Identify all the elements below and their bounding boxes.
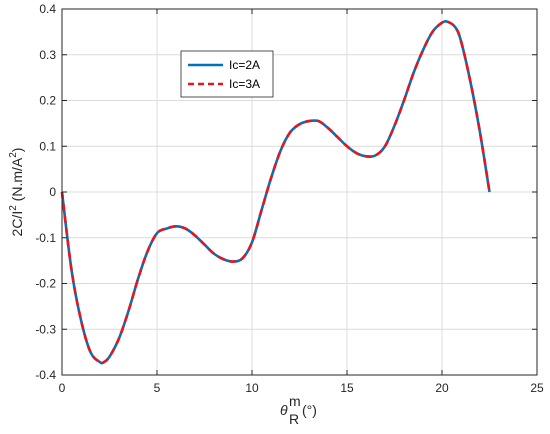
series-line-2 xyxy=(60,20,491,365)
y-tick-label: 0.3 xyxy=(39,48,56,62)
legend: Ic=2A Ic=3A xyxy=(180,50,274,98)
y-axis-title-unit-open: (N.m/A xyxy=(9,157,25,205)
y-tick-label: 0.2 xyxy=(39,94,56,108)
series-layer xyxy=(60,20,491,365)
y-tick-label: -0.3 xyxy=(35,322,56,336)
y-tick-label: -0.2 xyxy=(35,277,56,291)
x-axis-title-sup: m xyxy=(289,393,301,409)
y-tick-label: 0 xyxy=(49,185,56,199)
y-tick-labels: -0.4 -0.3 -0.2 -0.1 0 0.1 0.2 0.3 0.4 xyxy=(35,2,56,382)
x-tick-label: 0 xyxy=(59,381,66,395)
y-tick-label: -0.4 xyxy=(35,368,56,382)
legend-label-series-2: Ic=3A xyxy=(229,77,260,91)
y-tick-label: 0.1 xyxy=(39,139,56,153)
x-tick-label: 20 xyxy=(435,381,449,395)
axis-ticks xyxy=(61,8,538,376)
x-tick-label: 5 xyxy=(154,381,161,395)
x-axis-title: θ xyxy=(280,402,288,418)
legend-label-series-1: Ic=2A xyxy=(229,58,260,72)
y-axis-title-main: 2C/I xyxy=(9,211,25,237)
legend-box xyxy=(180,50,274,98)
y-tick-label: -0.1 xyxy=(35,231,56,245)
x-tick-label: 15 xyxy=(340,381,354,395)
x-tick-labels: 0 5 10 15 20 25 xyxy=(59,381,544,395)
x-tick-label: 25 xyxy=(530,381,544,395)
y-tick-label: 0.4 xyxy=(39,2,56,16)
y-axis-title-sup: 2 xyxy=(8,205,19,211)
x-axis-title-symbol: θ xyxy=(280,402,288,418)
y-axis-title-unit-close: ) xyxy=(9,148,25,153)
x-tick-label: 10 xyxy=(245,381,259,395)
x-axis-title-unit: (°) xyxy=(302,402,317,418)
y-axis-title-unit-sup: 2 xyxy=(8,152,19,158)
x-axis-title-sub: R xyxy=(289,411,299,427)
y-axis-title: 2C/I2 (N.m/A2) xyxy=(8,148,25,237)
